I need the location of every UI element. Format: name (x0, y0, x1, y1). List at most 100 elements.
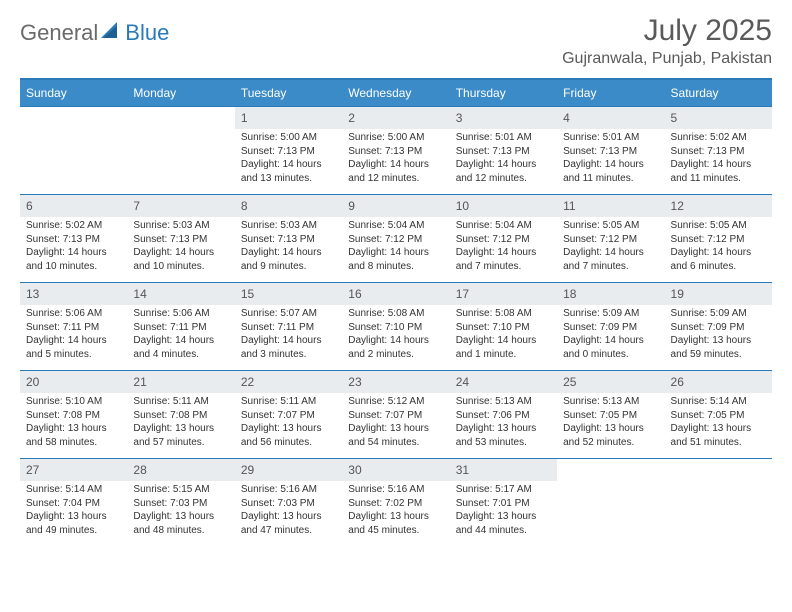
day-number: 4 (557, 106, 664, 129)
sunset-line: Sunset: 7:02 PM (348, 497, 443, 511)
sunrise-value: 5:09 AM (710, 308, 747, 319)
daylight-value: 14 hours and 6 minutes. (671, 247, 752, 272)
sunset-value: 7:05 PM (707, 410, 744, 421)
sunrise-line: Sunrise: 5:00 AM (348, 131, 443, 145)
daylight-value: 14 hours and 8 minutes. (348, 247, 429, 272)
day-content: Sunrise: 5:15 AMSunset: 7:03 PMDaylight:… (127, 481, 234, 541)
day-number: 27 (20, 458, 127, 481)
daylight-line: Daylight: 13 hours and 49 minutes. (26, 510, 121, 537)
sunrise-line: Sunrise: 5:13 AM (456, 395, 551, 409)
daylight-line: Daylight: 14 hours and 2 minutes. (348, 334, 443, 361)
sunset-line: Sunset: 7:06 PM (456, 409, 551, 423)
sunset-value: 7:07 PM (278, 410, 315, 421)
sunrise-line: Sunrise: 5:06 AM (133, 307, 228, 321)
sunrise-value: 5:08 AM (495, 308, 532, 319)
calendar-row: 27Sunrise: 5:14 AMSunset: 7:04 PMDayligh… (20, 458, 772, 546)
calendar-cell (20, 106, 127, 194)
daylight-value: 14 hours and 7 minutes. (456, 247, 537, 272)
daylight-value: 14 hours and 11 minutes. (671, 159, 752, 184)
sunrise-value: 5:00 AM (388, 132, 425, 143)
sunset-line: Sunset: 7:10 PM (456, 321, 551, 335)
sunrise-value: 5:05 AM (603, 220, 640, 231)
daylight-value: 14 hours and 4 minutes. (133, 335, 214, 360)
daylight-line: Daylight: 13 hours and 52 minutes. (563, 422, 658, 449)
day-content: Sunrise: 5:08 AMSunset: 7:10 PMDaylight:… (342, 305, 449, 365)
sunset-value: 7:03 PM (278, 498, 315, 509)
daylight-line: Daylight: 14 hours and 8 minutes. (348, 246, 443, 273)
sunset-value: 7:12 PM (385, 234, 422, 245)
daylight-value: 14 hours and 12 minutes. (456, 159, 537, 184)
sunrise-line: Sunrise: 5:13 AM (563, 395, 658, 409)
calendar-cell: 17Sunrise: 5:08 AMSunset: 7:10 PMDayligh… (450, 282, 557, 370)
sunrise-value: 5:16 AM (388, 484, 425, 495)
calendar-cell: 19Sunrise: 5:09 AMSunset: 7:09 PMDayligh… (665, 282, 772, 370)
daylight-value: 13 hours and 56 minutes. (241, 423, 322, 448)
daylight-line: Daylight: 13 hours and 56 minutes. (241, 422, 336, 449)
calendar-cell: 24Sunrise: 5:13 AMSunset: 7:06 PMDayligh… (450, 370, 557, 458)
daylight-line: Daylight: 13 hours and 45 minutes. (348, 510, 443, 537)
sunset-line: Sunset: 7:13 PM (348, 145, 443, 159)
calendar-row: 1Sunrise: 5:00 AMSunset: 7:13 PMDaylight… (20, 106, 772, 194)
daylight-line: Daylight: 14 hours and 1 minute. (456, 334, 551, 361)
sunset-line: Sunset: 7:12 PM (348, 233, 443, 247)
sunset-value: 7:08 PM (170, 410, 207, 421)
calendar-row: 6Sunrise: 5:02 AMSunset: 7:13 PMDaylight… (20, 194, 772, 282)
sunset-line: Sunset: 7:10 PM (348, 321, 443, 335)
sunset-value: 7:08 PM (63, 410, 100, 421)
sunrise-value: 5:14 AM (65, 484, 102, 495)
day-number: 31 (450, 458, 557, 481)
daylight-value: 14 hours and 10 minutes. (26, 247, 107, 272)
day-header: Sunday (20, 80, 127, 106)
day-content: Sunrise: 5:09 AMSunset: 7:09 PMDaylight:… (665, 305, 772, 365)
day-number: 30 (342, 458, 449, 481)
sunset-value: 7:12 PM (492, 234, 529, 245)
day-header: Tuesday (235, 80, 342, 106)
calendar-cell: 20Sunrise: 5:10 AMSunset: 7:08 PMDayligh… (20, 370, 127, 458)
sunrise-value: 5:07 AM (280, 308, 317, 319)
day-content: Sunrise: 5:02 AMSunset: 7:13 PMDaylight:… (20, 217, 127, 277)
calendar-table: SundayMondayTuesdayWednesdayThursdayFrid… (20, 80, 772, 546)
sunset-value: 7:13 PM (278, 146, 315, 157)
sunrise-value: 5:05 AM (710, 220, 747, 231)
sunset-value: 7:13 PM (63, 234, 100, 245)
sunrise-value: 5:00 AM (280, 132, 317, 143)
daylight-line: Daylight: 13 hours and 54 minutes. (348, 422, 443, 449)
daylight-line: Daylight: 14 hours and 10 minutes. (26, 246, 121, 273)
day-number: 2 (342, 106, 449, 129)
sunset-value: 7:11 PM (170, 322, 207, 333)
sunrise-value: 5:01 AM (495, 132, 532, 143)
sunrise-value: 5:04 AM (495, 220, 532, 231)
sunset-line: Sunset: 7:12 PM (456, 233, 551, 247)
daylight-value: 13 hours and 47 minutes. (241, 511, 322, 536)
daylight-value: 13 hours and 53 minutes. (456, 423, 537, 448)
calendar-cell (665, 458, 772, 546)
day-content: Sunrise: 5:01 AMSunset: 7:13 PMDaylight:… (557, 129, 664, 189)
sunrise-line: Sunrise: 5:02 AM (671, 131, 766, 145)
daylight-line: Daylight: 14 hours and 13 minutes. (241, 158, 336, 185)
sunset-line: Sunset: 7:01 PM (456, 497, 551, 511)
daylight-line: Daylight: 14 hours and 3 minutes. (241, 334, 336, 361)
sunrise-value: 5:09 AM (603, 308, 640, 319)
sunset-line: Sunset: 7:13 PM (671, 145, 766, 159)
calendar-cell: 15Sunrise: 5:07 AMSunset: 7:11 PMDayligh… (235, 282, 342, 370)
daylight-line: Daylight: 14 hours and 11 minutes. (671, 158, 766, 185)
sunset-value: 7:05 PM (600, 410, 637, 421)
day-content: Sunrise: 5:03 AMSunset: 7:13 PMDaylight:… (235, 217, 342, 277)
sunset-value: 7:13 PM (170, 234, 207, 245)
day-content: Sunrise: 5:00 AMSunset: 7:13 PMDaylight:… (235, 129, 342, 189)
day-number: 18 (557, 282, 664, 305)
sunrise-value: 5:02 AM (710, 132, 747, 143)
sunset-value: 7:13 PM (492, 146, 529, 157)
daylight-value: 14 hours and 3 minutes. (241, 335, 322, 360)
daylight-line: Daylight: 14 hours and 0 minutes. (563, 334, 658, 361)
calendar-cell: 25Sunrise: 5:13 AMSunset: 7:05 PMDayligh… (557, 370, 664, 458)
sunset-value: 7:11 PM (278, 322, 315, 333)
day-content: Sunrise: 5:12 AMSunset: 7:07 PMDaylight:… (342, 393, 449, 453)
header: General Blue July 2025 Gujranwala, Punja… (20, 14, 772, 68)
calendar-cell: 1Sunrise: 5:00 AMSunset: 7:13 PMDaylight… (235, 106, 342, 194)
sunset-value: 7:11 PM (63, 322, 100, 333)
day-number: 14 (127, 282, 234, 305)
sunrise-line: Sunrise: 5:09 AM (563, 307, 658, 321)
sunset-line: Sunset: 7:13 PM (563, 145, 658, 159)
day-number: 3 (450, 106, 557, 129)
